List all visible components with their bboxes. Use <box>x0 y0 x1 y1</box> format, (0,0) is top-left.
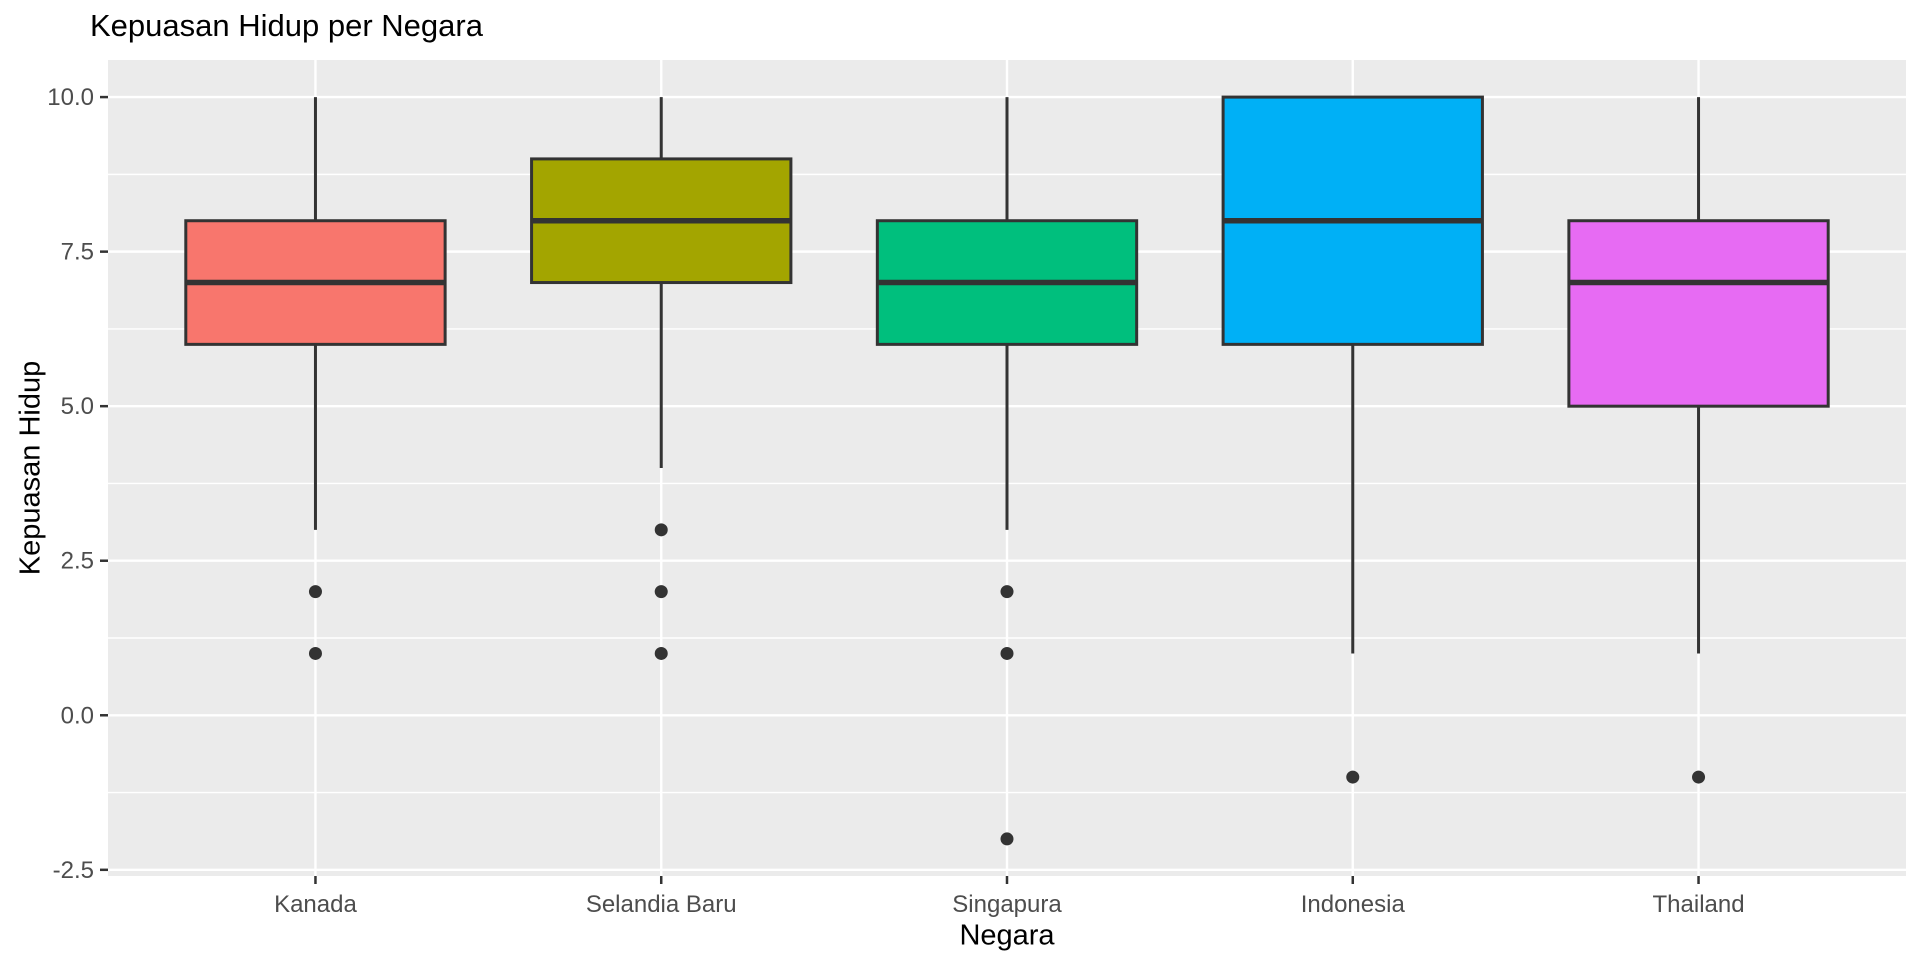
chart-title: Kepuasan Hidup per Negara <box>90 8 483 43</box>
y-tick-label: 2.5 <box>61 548 94 575</box>
outlier-point <box>1000 585 1014 599</box>
outlier-point <box>1346 770 1360 784</box>
x-tick-label: Kanada <box>274 891 357 918</box>
y-tick-label: 10.0 <box>47 84 94 111</box>
x-tick-label: Indonesia <box>1301 891 1406 918</box>
x-tick-label: Thailand <box>1653 891 1745 918</box>
outlier-point <box>1000 646 1014 660</box>
x-tick-label: Selandia Baru <box>586 891 737 918</box>
y-tick-label: 0.0 <box>61 702 94 729</box>
outlier-point <box>1692 770 1706 784</box>
outlier-point <box>1000 832 1014 846</box>
outlier-point <box>308 585 322 599</box>
outlier-point <box>654 523 668 537</box>
box-thailand <box>1567 219 1830 408</box>
y-tick-label: 7.5 <box>61 239 94 266</box>
outlier-point <box>308 646 322 660</box>
outlier-point <box>654 646 668 660</box>
y-tick-label: -2.5 <box>53 857 94 884</box>
outlier-point <box>654 585 668 599</box>
x-axis-title: Negara <box>959 919 1055 952</box>
x-tick-label: Singapura <box>952 891 1062 918</box>
y-axis-title: Kepuasan Hidup <box>14 360 47 576</box>
y-tick-label: 5.0 <box>61 393 94 420</box>
